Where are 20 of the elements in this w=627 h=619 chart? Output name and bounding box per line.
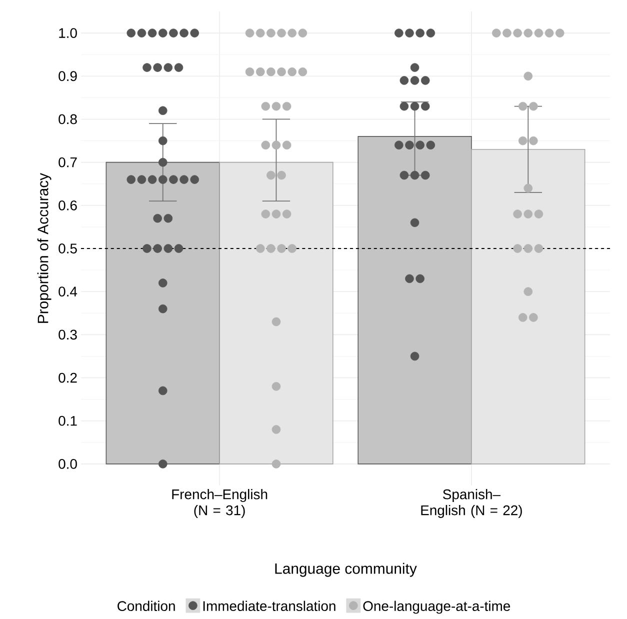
bar [358,136,472,464]
y-tick-label: 0.4 [58,286,78,297]
x-tick-label: Spanish–English (N = 22) [421,489,522,518]
y-tick-label: 0.5 [58,244,77,254]
x-axis-title: Language community [275,562,417,577]
bar [106,162,220,464]
x-tick-label: French–English (N = 31) [172,489,268,518]
y-tick-label: 0.8 [58,114,77,124]
y-tick-label: 1.0 [59,28,77,38]
legend-label: One-language-at-a-time [363,600,510,614]
y-tick-label: 0.9 [58,71,77,82]
y-tick-label: 0.7 [58,157,77,168]
y-tick-label: 0.1 [58,416,77,426]
y-tick-label: 0.3 [58,330,77,340]
y-tick-label: 0.6 [58,200,77,210]
legend-title: Condition [118,600,175,612]
y-tick-label: 0.0 [58,459,77,469]
y-tick-label: 0.2 [58,372,77,383]
legend-label: Immediate-translation [203,600,336,612]
y-axis-title: Proportion of Accuracy [37,172,52,323]
